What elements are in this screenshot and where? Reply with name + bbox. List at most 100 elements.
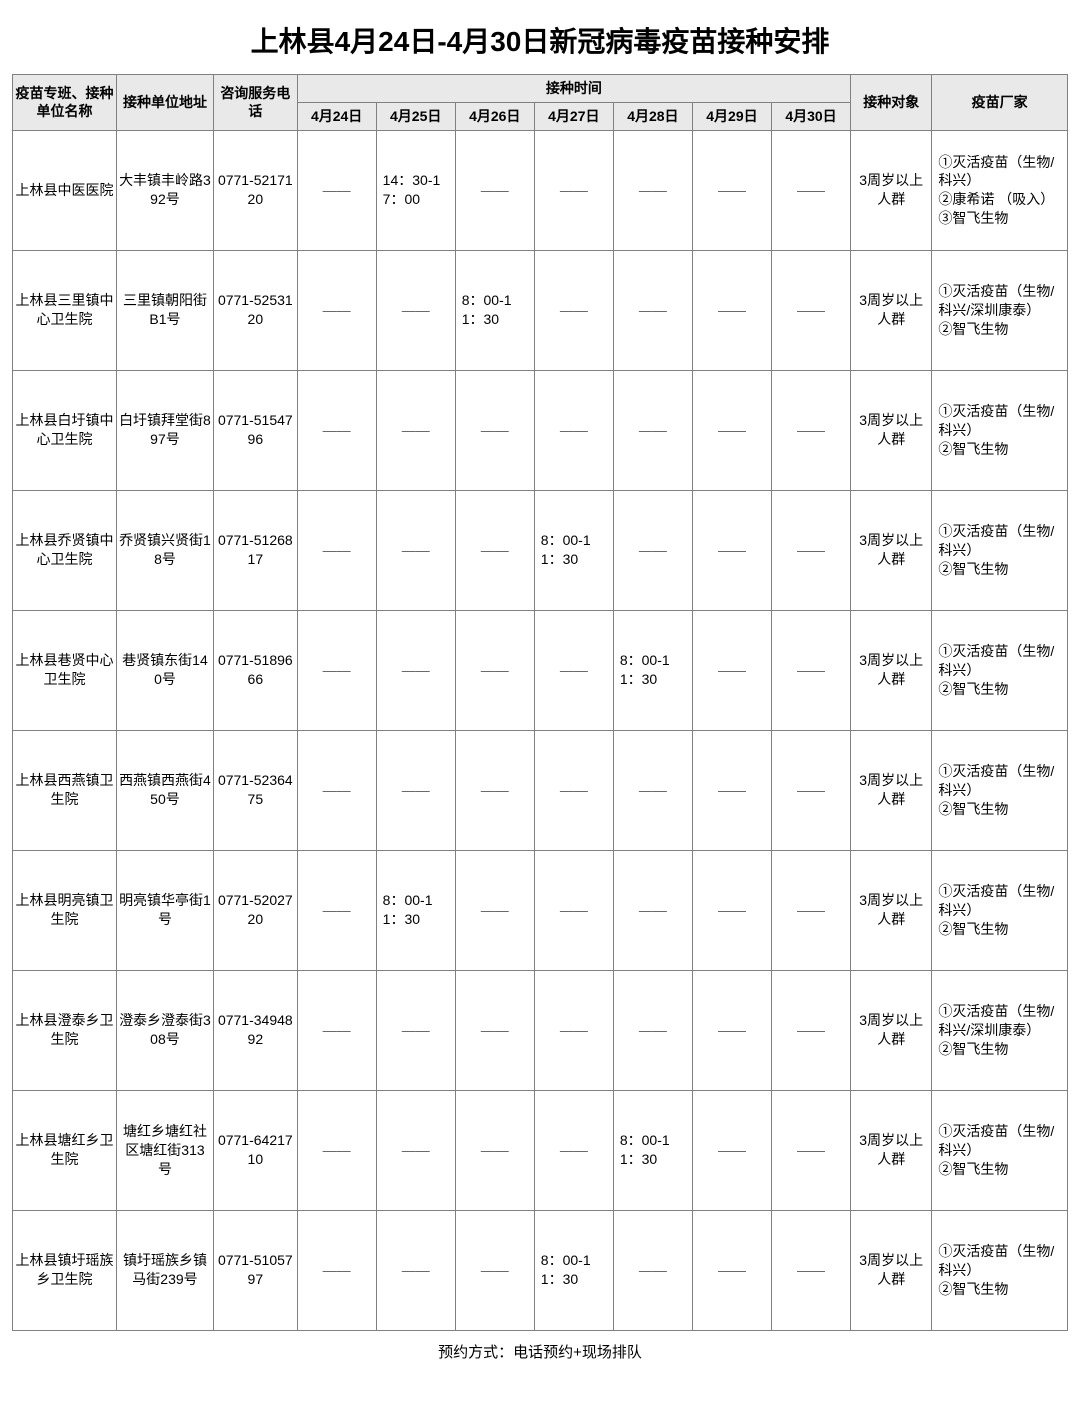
cell-target: 3周岁以上人群 (851, 730, 932, 850)
cell-phone: 0771-6421710 (214, 1090, 298, 1210)
col-day: 4月24日 (297, 102, 376, 130)
cell-empty: —— (297, 1090, 376, 1210)
cell-empty: —— (297, 130, 376, 250)
col-day: 4月30日 (771, 102, 850, 130)
cell-phone: 0771-3494892 (214, 970, 298, 1090)
cell-empty: —— (376, 610, 455, 730)
cell-manufacturer: ①灭活疫苗（生物/科兴）②智飞生物 (932, 1210, 1068, 1330)
cell-name: 上林县澄泰乡卫生院 (13, 970, 117, 1090)
cell-empty: —— (376, 1210, 455, 1330)
cell-empty: —— (613, 970, 692, 1090)
cell-empty: —— (455, 610, 534, 730)
col-day: 4月29日 (692, 102, 771, 130)
cell-empty: —— (771, 250, 850, 370)
col-addr: 接种单位地址 (116, 75, 213, 131)
cell-target: 3周岁以上人群 (851, 1210, 932, 1330)
cell-time: 8：00-11：30 (376, 850, 455, 970)
cell-target: 3周岁以上人群 (851, 850, 932, 970)
cell-addr: 乔贤镇兴贤街18号 (116, 490, 213, 610)
cell-empty: —— (297, 730, 376, 850)
cell-empty: —— (376, 970, 455, 1090)
cell-manufacturer: ①灭活疫苗（生物/科兴/深圳康泰）②智飞生物 (932, 970, 1068, 1090)
cell-empty: —— (534, 970, 613, 1090)
cell-phone: 0771-5105797 (214, 1210, 298, 1330)
cell-phone: 0771-5154796 (214, 370, 298, 490)
col-day: 4月28日 (613, 102, 692, 130)
cell-empty: —— (376, 250, 455, 370)
cell-addr: 三里镇朝阳街B1号 (116, 250, 213, 370)
cell-time: 8：00-11：30 (455, 250, 534, 370)
cell-empty: —— (692, 250, 771, 370)
cell-name: 上林县乔贤镇中心卫生院 (13, 490, 117, 610)
cell-empty: —— (297, 850, 376, 970)
cell-empty: —— (455, 730, 534, 850)
cell-target: 3周岁以上人群 (851, 370, 932, 490)
cell-empty: —— (455, 1090, 534, 1210)
cell-empty: —— (297, 610, 376, 730)
cell-empty: —— (692, 850, 771, 970)
cell-addr: 巷贤镇东街140号 (116, 610, 213, 730)
cell-empty: —— (297, 1210, 376, 1330)
cell-name: 上林县三里镇中心卫生院 (13, 250, 117, 370)
cell-empty: —— (613, 850, 692, 970)
col-time-group: 接种时间 (297, 75, 850, 103)
table-body: 上林县中医医院大丰镇丰岭路392号0771-5217120——14：30-17：… (13, 130, 1068, 1330)
cell-manufacturer: ①灭活疫苗（生物/科兴）②智飞生物 (932, 730, 1068, 850)
cell-target: 3周岁以上人群 (851, 250, 932, 370)
cell-empty: —— (771, 850, 850, 970)
table-row: 上林县白圩镇中心卫生院白圩镇拜堂街897号0771-5154796———————… (13, 370, 1068, 490)
cell-empty: —— (692, 130, 771, 250)
cell-name: 上林县中医医院 (13, 130, 117, 250)
cell-empty: —— (455, 130, 534, 250)
table-row: 上林县中医医院大丰镇丰岭路392号0771-5217120——14：30-17：… (13, 130, 1068, 250)
cell-empty: —— (613, 1210, 692, 1330)
cell-empty: —— (455, 490, 534, 610)
col-phone: 咨询服务电话 (214, 75, 298, 131)
cell-empty: —— (455, 370, 534, 490)
cell-addr: 塘红乡塘红社区塘红街313号 (116, 1090, 213, 1210)
cell-name: 上林县巷贤中心卫生院 (13, 610, 117, 730)
cell-target: 3周岁以上人群 (851, 1090, 932, 1210)
cell-empty: —— (376, 730, 455, 850)
cell-phone: 0771-5253120 (214, 250, 298, 370)
cell-manufacturer: ①灭活疫苗（生物/科兴）②智飞生物 (932, 370, 1068, 490)
col-manu: 疫苗厂家 (932, 75, 1068, 131)
cell-manufacturer: ①灭活疫苗（生物/科兴）②智飞生物 (932, 490, 1068, 610)
cell-empty: —— (692, 730, 771, 850)
cell-name: 上林县白圩镇中心卫生院 (13, 370, 117, 490)
cell-empty: —— (613, 490, 692, 610)
cell-target: 3周岁以上人群 (851, 130, 932, 250)
cell-empty: —— (692, 1090, 771, 1210)
cell-empty: —— (771, 130, 850, 250)
cell-time: 14：30-17：00 (376, 130, 455, 250)
cell-empty: —— (534, 250, 613, 370)
cell-empty: —— (771, 970, 850, 1090)
col-day: 4月27日 (534, 102, 613, 130)
cell-empty: —— (771, 370, 850, 490)
cell-empty: —— (534, 130, 613, 250)
cell-empty: —— (771, 610, 850, 730)
cell-phone: 0771-5217120 (214, 130, 298, 250)
cell-empty: —— (692, 490, 771, 610)
table-row: 上林县巷贤中心卫生院巷贤镇东街140号0771-5189666————————8… (13, 610, 1068, 730)
cell-empty: —— (376, 1090, 455, 1210)
cell-manufacturer: ①灭活疫苗（生物/科兴）②智飞生物 (932, 850, 1068, 970)
cell-time: 8：00-11：30 (534, 490, 613, 610)
cell-name: 上林县西燕镇卫生院 (13, 730, 117, 850)
cell-empty: —— (534, 370, 613, 490)
cell-empty: —— (534, 730, 613, 850)
cell-phone: 0771-5236475 (214, 730, 298, 850)
table-row: 上林县澄泰乡卫生院澄泰乡澄泰街308号0771-3494892—————————… (13, 970, 1068, 1090)
col-day: 4月26日 (455, 102, 534, 130)
cell-empty: —— (692, 1210, 771, 1330)
cell-empty: —— (455, 970, 534, 1090)
cell-empty: —— (455, 850, 534, 970)
cell-empty: —— (771, 490, 850, 610)
cell-phone: 0771-5126817 (214, 490, 298, 610)
cell-name: 上林县塘红乡卫生院 (13, 1090, 117, 1210)
table-header: 疫苗专班、接种单位名称 接种单位地址 咨询服务电话 接种时间 接种对象 疫苗厂家… (13, 75, 1068, 131)
cell-empty: —— (771, 1210, 850, 1330)
cell-manufacturer: ①灭活疫苗（生物/科兴）②智飞生物 (932, 1090, 1068, 1210)
cell-empty: —— (297, 370, 376, 490)
cell-target: 3周岁以上人群 (851, 490, 932, 610)
